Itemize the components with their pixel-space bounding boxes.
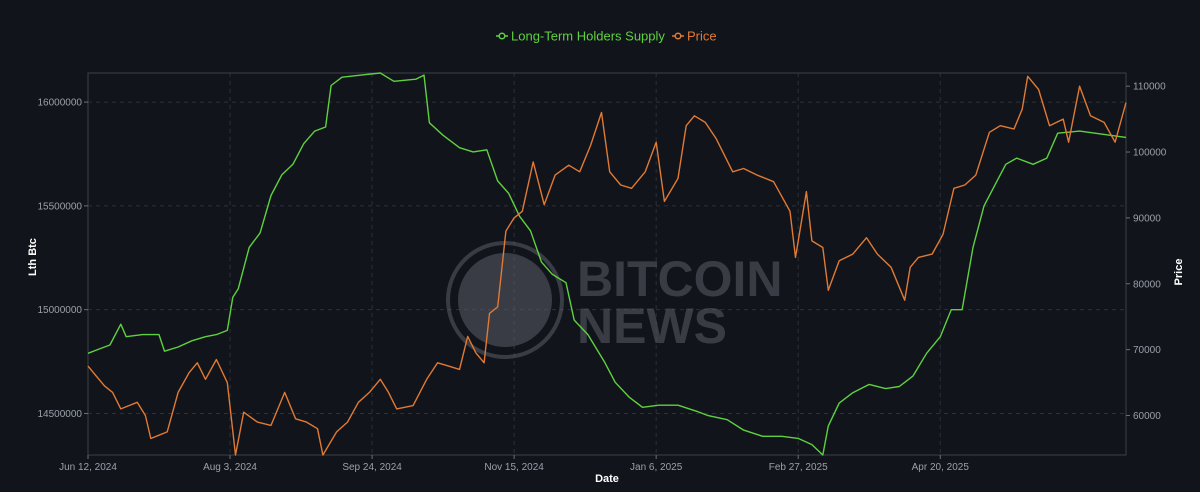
x-axis-title: Date: [595, 473, 619, 485]
y-left-tick-label: 15500000: [38, 201, 83, 212]
y-left-tick-label: 15000000: [38, 305, 83, 316]
legend-marker-icon: [674, 32, 682, 40]
legend-label: Price: [687, 29, 717, 44]
x-tick-label: Jun 12, 2024: [59, 462, 117, 473]
plot-area-frame: [87, 72, 1127, 456]
legend: Long-Term Holders Supply Price: [496, 29, 717, 44]
legend-label: Long-Term Holders Supply: [511, 29, 665, 44]
y-left-axis: 14500000 15000000 15500000 16000000: [38, 98, 88, 420]
y-right-tick-label: 80000: [1133, 279, 1161, 290]
y-right-axis: 60000 70000 80000 90000 100000 110000: [1126, 82, 1167, 422]
x-tick-label: Jan 6, 2025: [630, 462, 683, 473]
y-left-tick-label: 16000000: [38, 98, 83, 109]
y-left-axis-title: Lth Btc: [27, 238, 39, 276]
x-tick-label: Aug 3, 2024: [203, 462, 257, 473]
x-tick-label: Feb 27, 2025: [769, 462, 828, 473]
legend-item: Price: [672, 29, 717, 44]
y-left-tick-label: 14500000: [38, 409, 83, 420]
series-line-price: [87, 75, 1127, 456]
legend-item: Long-Term Holders Supply: [496, 29, 665, 44]
series-line-lth-supply: [87, 72, 1127, 456]
x-tick-label: Apr 20, 2025: [912, 462, 970, 473]
x-tick-label: Nov 15, 2024: [484, 462, 544, 473]
watermark-line1: BITCOIN: [577, 251, 783, 307]
y-right-tick-label: 70000: [1133, 345, 1161, 356]
y-right-axis-title: Price: [1173, 259, 1185, 286]
y-right-tick-label: 100000: [1133, 148, 1167, 159]
y-right-tick-label: 60000: [1133, 411, 1161, 422]
y-right-tick-label: 110000: [1133, 82, 1166, 93]
x-axis: Jun 12, 2024 Aug 3, 2024 Sep 24, 2024 Nov 1…: [59, 455, 969, 473]
watermark-coin: [458, 253, 552, 347]
x-tick-label: Sep 24, 2024: [342, 462, 402, 473]
watermark-line2: NEWS: [577, 298, 727, 354]
series-layer: [87, 72, 1127, 456]
watermark: ₿ BITCOIN NEWS: [446, 241, 783, 359]
legend-marker-icon: [498, 32, 506, 40]
y-right-tick-label: 90000: [1133, 213, 1161, 224]
